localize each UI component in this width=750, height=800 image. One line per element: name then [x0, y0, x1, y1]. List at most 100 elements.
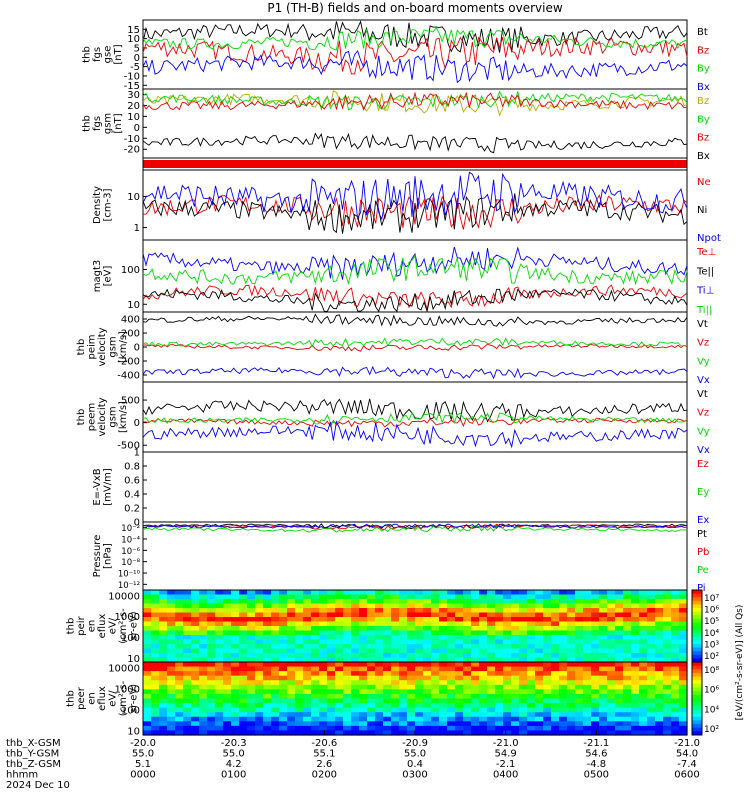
heatmap-cell — [151, 707, 160, 713]
heatmap-cell — [551, 603, 560, 609]
heatmap-cell — [295, 689, 304, 695]
heatmap-cell — [239, 594, 248, 600]
heatmap-cell — [679, 684, 688, 690]
heatmap-cell — [287, 644, 296, 650]
heatmap-cell — [583, 680, 592, 686]
heatmap-cell — [447, 693, 456, 700]
heatmap-cell — [559, 657, 568, 663]
y-axis-label: [nT] — [113, 113, 124, 133]
heatmap-cell — [439, 653, 448, 659]
heatmap-cell — [375, 590, 384, 596]
heatmap-cell — [159, 689, 168, 695]
heatmap-cell — [239, 653, 248, 659]
heatmap-cell — [207, 653, 216, 659]
heatmap-cell — [591, 680, 600, 686]
heatmap-cell — [231, 707, 240, 713]
heatmap-cell — [495, 666, 504, 672]
heatmap-cell — [431, 639, 440, 645]
heatmap-cell — [423, 648, 432, 654]
heatmap-cell — [503, 693, 512, 700]
heatmap-cell — [359, 590, 368, 596]
heatmap-cell — [143, 707, 152, 713]
heatmap-cell — [159, 657, 168, 663]
heatmap-cell — [359, 725, 368, 732]
heatmap-cell — [167, 712, 176, 718]
heatmap-cell — [559, 707, 568, 713]
heatmap-cell — [247, 648, 256, 654]
heatmap-cell — [487, 639, 496, 645]
series-line-Pb — [142, 523, 688, 530]
heatmap-cell — [663, 639, 672, 645]
heatmap-cell — [407, 617, 416, 623]
heatmap-cell — [423, 730, 432, 736]
heatmap-cell — [455, 689, 464, 695]
heatmap-cell — [207, 716, 216, 722]
heatmap-cell — [151, 608, 160, 614]
x-tick-label: -7.4 — [677, 759, 697, 770]
x-tick-label: 0100 — [221, 770, 246, 781]
x-tick-label: 54.9 — [495, 749, 517, 760]
heatmap-cell — [463, 680, 472, 686]
heatmap-cell — [615, 648, 624, 654]
heatmap-cell — [151, 617, 160, 623]
heatmap-cell — [487, 693, 496, 700]
heatmap-cell — [295, 684, 304, 690]
heatmap-cell — [367, 608, 376, 614]
heatmap-cell — [495, 716, 504, 722]
heatmap-cell — [639, 716, 648, 722]
y-tick-label: 0 — [134, 418, 140, 429]
heatmap-cell — [447, 635, 456, 641]
heatmap-cell — [175, 671, 184, 677]
heatmap-cell — [239, 617, 248, 623]
heatmap-cell — [359, 684, 368, 690]
heatmap-cell — [543, 698, 552, 704]
y-tick-label: 10⁻⁴ — [121, 536, 140, 546]
heatmap-cell — [207, 712, 216, 718]
heatmap-cell — [623, 594, 632, 600]
heatmap-cell — [239, 603, 248, 609]
heatmap-cell — [607, 648, 616, 654]
x-tick-label: -20.3 — [221, 738, 247, 749]
heatmap-cell — [599, 621, 608, 627]
heatmap-cell — [247, 698, 256, 704]
heatmap-cell — [295, 671, 304, 677]
y-tick-label: 30 — [127, 90, 140, 101]
heatmap-cell — [487, 635, 496, 641]
heatmap-cell — [151, 590, 160, 596]
legend-entry: By — [697, 114, 710, 125]
heatmap-cell — [551, 594, 560, 600]
heatmap-cell — [471, 626, 480, 632]
heatmap-cell — [151, 725, 160, 732]
heatmap-cell — [255, 617, 264, 623]
heatmap-cell — [399, 698, 408, 704]
heatmap-cell — [359, 680, 368, 686]
heatmap-cell — [215, 594, 224, 600]
heatmap-cell — [343, 675, 352, 681]
heatmap-cell — [455, 657, 464, 663]
heatmap-cell — [455, 621, 464, 627]
heatmap-cell — [191, 712, 200, 718]
heatmap-cell — [263, 608, 272, 614]
heatmap-cell — [615, 662, 624, 668]
heatmap-cell — [471, 639, 480, 645]
heatmap-cell — [375, 712, 384, 718]
heatmap-cell — [215, 653, 224, 659]
heatmap-cell — [311, 590, 320, 596]
colorbar-cell — [692, 658, 702, 663]
heatmap-cell — [375, 684, 384, 690]
heatmap-cell — [287, 621, 296, 627]
heatmap-cell — [271, 675, 280, 681]
heatmap-cell — [471, 653, 480, 659]
heatmap-cell — [543, 666, 552, 672]
heatmap-cell — [231, 617, 240, 623]
heatmap-cell — [391, 612, 400, 618]
heatmap-cell — [167, 612, 176, 618]
heatmap-cell — [375, 703, 384, 709]
heatmap-cell — [463, 675, 472, 681]
heatmap-cell — [151, 626, 160, 632]
heatmap-cell — [367, 689, 376, 695]
heatmap-cell — [471, 644, 480, 650]
heatmap-cell — [311, 594, 320, 600]
heatmap-cell — [183, 675, 192, 681]
